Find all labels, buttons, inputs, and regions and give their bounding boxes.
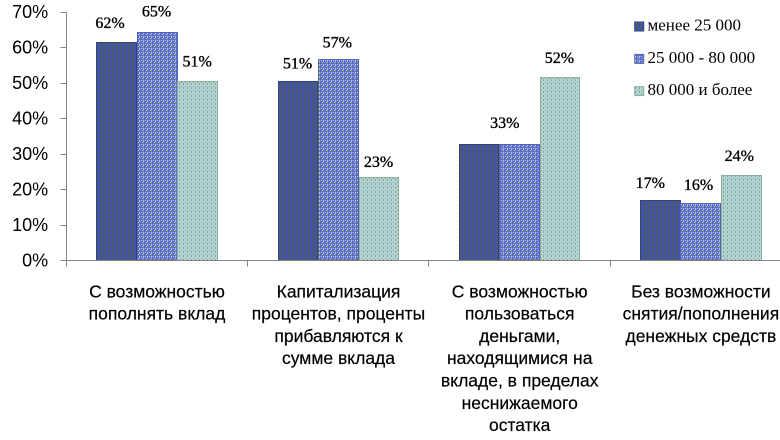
svg-text:Без возможности: Без возможности	[631, 281, 771, 301]
svg-text:70%: 70%	[12, 2, 48, 22]
svg-text:51%: 51%	[183, 54, 212, 71]
svg-text:65%: 65%	[142, 3, 171, 20]
svg-text:23%: 23%	[364, 154, 393, 171]
svg-text:57%: 57%	[323, 34, 352, 51]
svg-text:33%: 33%	[490, 115, 519, 132]
svg-text:деньгами,: деньгами,	[479, 326, 560, 346]
svg-text:62%: 62%	[95, 15, 124, 32]
svg-text:С возможностью: С возможностью	[89, 281, 225, 301]
svg-text:прибавляются к: прибавляются к	[274, 326, 403, 346]
svg-text:пополнять вклад: пополнять вклад	[89, 304, 226, 324]
svg-text:17%: 17%	[636, 175, 665, 192]
svg-text:С возможностью: С возможностью	[452, 281, 588, 301]
svg-text:сумме вклада: сумме вклада	[282, 348, 395, 368]
svg-text:денежных средств: денежных средств	[625, 326, 776, 346]
svg-text:52%: 52%	[545, 50, 574, 67]
svg-text:пользоваться: пользоваться	[465, 304, 575, 324]
svg-text:80 000 и более: 80 000 и более	[648, 80, 753, 99]
svg-text:менее 25 000: менее 25 000	[648, 16, 742, 35]
svg-text:неснижаемого: неснижаемого	[462, 393, 578, 413]
svg-text:остатка: остатка	[489, 415, 551, 435]
svg-text:10%: 10%	[12, 215, 48, 235]
svg-text:снятия/пополнения: снятия/пополнения	[623, 304, 780, 324]
svg-text:Капитализация: Капитализация	[277, 281, 401, 301]
svg-text:25 000 - 80 000: 25 000 - 80 000	[648, 48, 756, 67]
svg-text:процентов, проценты: процентов, проценты	[252, 304, 426, 324]
svg-text:51%: 51%	[283, 56, 312, 73]
svg-text:20%: 20%	[12, 179, 48, 199]
svg-text:0%: 0%	[22, 250, 48, 270]
svg-text:50%: 50%	[12, 73, 48, 93]
svg-text:24%: 24%	[725, 148, 754, 165]
svg-text:находящимися на: находящимися на	[447, 348, 593, 368]
svg-text:40%: 40%	[12, 109, 48, 129]
svg-text:16%: 16%	[684, 177, 713, 194]
svg-text:30%: 30%	[12, 144, 48, 164]
svg-text:60%: 60%	[12, 38, 48, 58]
svg-text:вкладе, в пределах: вкладе, в пределах	[441, 371, 599, 391]
